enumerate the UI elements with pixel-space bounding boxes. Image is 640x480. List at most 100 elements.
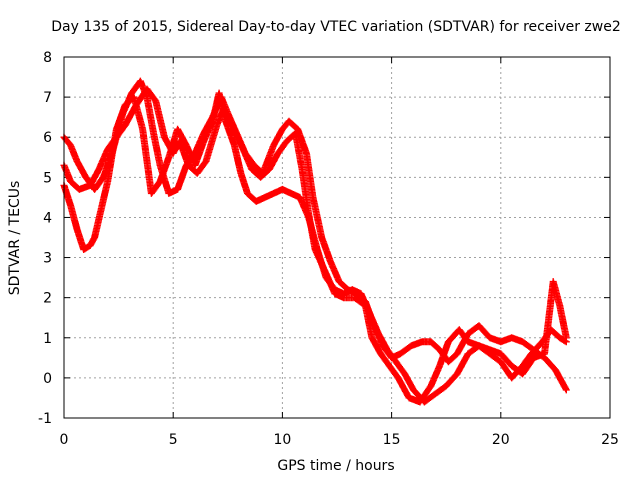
- y-tick-label: 3: [43, 251, 52, 267]
- data-series: [60, 77, 570, 406]
- data-point: [351, 288, 354, 291]
- data-point: [543, 357, 546, 359]
- data-point: [510, 365, 513, 367]
- data-point: [194, 164, 196, 167]
- data-point: [176, 188, 179, 191]
- data-point: [146, 96, 148, 98]
- data-point: [296, 128, 299, 130]
- data-point: [410, 345, 413, 347]
- data-point: [445, 385, 448, 387]
- data-point: [233, 144, 236, 147]
- data-point: [93, 188, 96, 191]
- x-axis-label: GPS time / hours: [277, 458, 394, 474]
- data-point: [159, 164, 161, 167]
- data-point: [106, 180, 109, 183]
- data-point: [98, 168, 100, 171]
- data-point: [521, 365, 524, 367]
- data-point: [224, 120, 227, 122]
- data-point: [467, 340, 469, 343]
- y-tick-label: 4: [43, 210, 52, 226]
- data-point: [272, 144, 275, 147]
- data-point: [565, 389, 568, 391]
- data-point: [124, 124, 126, 126]
- data-point: [264, 196, 266, 199]
- data-point: [211, 120, 214, 122]
- data-point: [565, 340, 568, 343]
- data-point: [244, 152, 247, 155]
- data-point: [554, 369, 557, 371]
- data-point: [246, 192, 249, 195]
- data-point: [565, 336, 568, 339]
- plot-frame: [63, 56, 611, 419]
- data-point: [334, 288, 336, 291]
- data-point: [325, 276, 327, 279]
- data-point: [69, 204, 72, 207]
- x-tick-label: 5: [169, 432, 178, 448]
- data-point: [521, 373, 524, 375]
- data-point: [510, 336, 513, 339]
- data-point: [399, 353, 402, 355]
- data-point: [277, 152, 279, 155]
- data-point: [299, 196, 301, 199]
- data-point: [124, 104, 126, 106]
- data-point: [360, 292, 362, 295]
- data-point: [205, 160, 207, 163]
- x-tick-label: 10: [273, 432, 291, 448]
- data-point: [316, 248, 319, 251]
- data-point: [89, 244, 92, 247]
- data-point: [290, 192, 292, 195]
- data-point: [251, 168, 253, 171]
- tick-labels: 0 5 10 15 20 25 -1 0 1 2 3 4 5 6 7 8: [38, 50, 619, 448]
- data-point: [281, 188, 284, 191]
- data-point: [467, 353, 469, 355]
- data-point: [377, 332, 380, 335]
- data-point: [532, 349, 535, 351]
- data-point: [194, 152, 196, 155]
- y-axis-label: SDTVAR / TECUs: [7, 181, 23, 296]
- x-tick-label: 15: [383, 432, 401, 448]
- data-point: [447, 361, 450, 363]
- data-point: [76, 228, 78, 231]
- data-point: [272, 192, 275, 195]
- data-point: [133, 96, 135, 98]
- data-point: [338, 280, 340, 283]
- data-point: [285, 140, 288, 143]
- data-point: [489, 353, 491, 355]
- data-point: [115, 128, 118, 130]
- data-point: [388, 365, 391, 367]
- data-point: [342, 296, 345, 299]
- data-point: [268, 168, 271, 171]
- data-point: [185, 164, 188, 167]
- data-point: [500, 340, 502, 343]
- data-point: [82, 248, 85, 251]
- data-point: [69, 180, 72, 183]
- chart-title: Day 135 of 2015, Sidereal Day-to-day VTE…: [51, 19, 621, 35]
- data-point: [202, 140, 205, 143]
- data-point: [255, 200, 257, 203]
- data-point: [102, 176, 105, 179]
- data-point: [78, 188, 81, 191]
- data-point: [447, 340, 450, 343]
- data-point: [240, 172, 242, 175]
- data-point: [76, 160, 78, 163]
- data-point: [288, 120, 290, 122]
- data-point: [397, 377, 399, 379]
- data-point: [93, 236, 96, 239]
- y-tick-label: 7: [43, 90, 52, 106]
- data-point: [371, 336, 373, 339]
- data-point: [421, 340, 423, 343]
- data-point: [412, 389, 415, 391]
- data-point: [301, 168, 303, 171]
- data-point: [500, 353, 502, 355]
- data-point: [558, 336, 561, 339]
- data-point: [530, 353, 533, 355]
- data-point: [178, 140, 181, 143]
- data-point: [253, 164, 255, 167]
- data-point: [154, 100, 157, 102]
- data-point: [489, 336, 491, 339]
- data-point: [510, 377, 513, 379]
- x-tick-label: 0: [60, 432, 69, 448]
- x-tick-label: 25: [601, 432, 619, 448]
- data-point: [141, 128, 144, 130]
